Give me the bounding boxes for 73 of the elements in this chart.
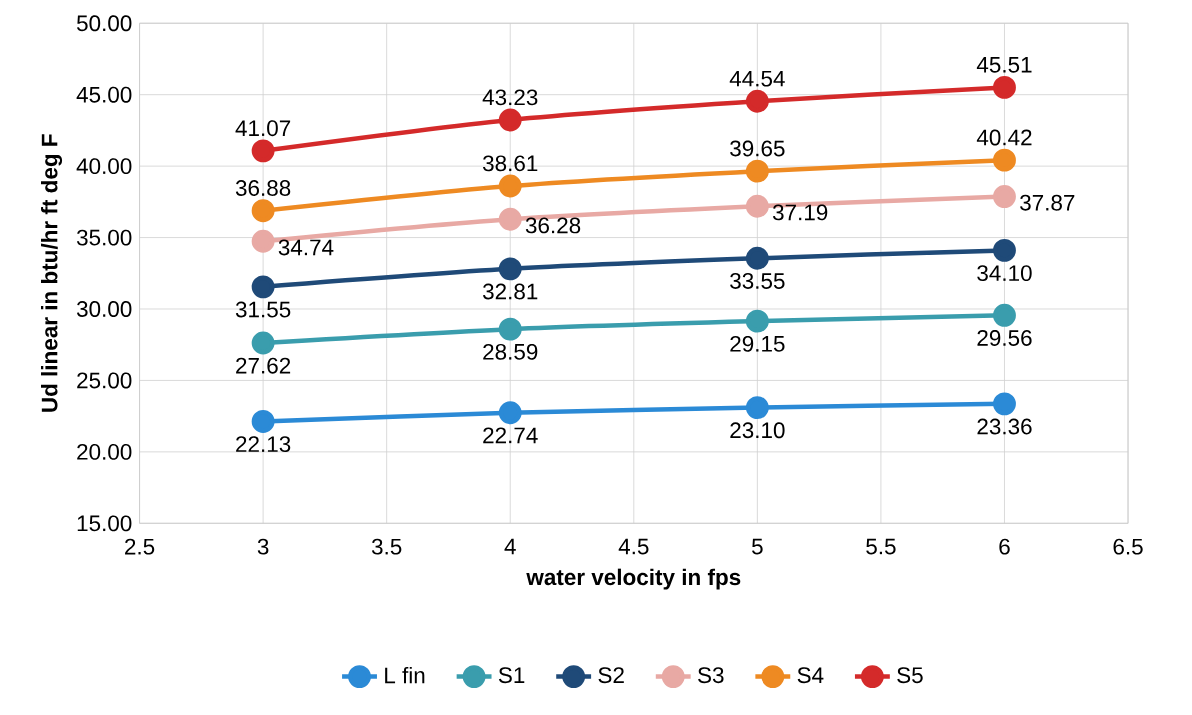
y-tick-label: 30.00: [76, 300, 132, 317]
data-label: 23.10: [730, 422, 785, 439]
data-label: 23.36: [977, 418, 1032, 435]
legend-label: S4: [797, 667, 824, 684]
data-label: 43.23: [482, 89, 538, 106]
data-label: 29.56: [977, 329, 1032, 346]
point: [993, 185, 1016, 208]
point: [745, 159, 769, 183]
point: [498, 108, 522, 132]
data-label: 37.87: [1020, 194, 1075, 211]
data-label: 45.51: [976, 56, 1032, 73]
point: [498, 257, 522, 281]
x-tick-label: 4.5: [618, 538, 649, 555]
x-tick-label: 6.5: [1113, 538, 1143, 555]
x-tick-label: 5: [752, 538, 763, 555]
point: [993, 75, 1016, 99]
y-tick-label: 40.00: [76, 158, 132, 174]
y-tick-label: 25.00: [77, 372, 132, 389]
point: [498, 207, 522, 231]
data-label: 27.62: [236, 357, 291, 374]
data-label: 31.55: [235, 301, 291, 318]
x-tick-label: 5.5: [866, 538, 896, 555]
data-label: 22.13: [236, 436, 291, 452]
data-label: 29.15: [730, 335, 785, 352]
point: [251, 331, 275, 355]
legend-label: L fin: [385, 666, 425, 684]
y-tick-label: 45.00: [76, 86, 132, 103]
data-label: 33.55: [730, 272, 785, 289]
point: [251, 409, 275, 433]
legend-label: S5: [897, 667, 923, 684]
data-label: 41.07: [235, 120, 291, 137]
data-label: 44.54: [729, 70, 785, 87]
point: [251, 275, 275, 299]
data-label: 22.74: [483, 427, 538, 444]
legend-label: S2: [598, 667, 624, 684]
data-label: 34.74: [278, 239, 334, 256]
legend-label: S1: [498, 667, 525, 684]
data-label: 37.19: [772, 204, 828, 221]
x-tick-label: 3.5: [371, 538, 402, 555]
data-label: 28.59: [483, 343, 538, 360]
x-tick-label: 6: [999, 538, 1010, 555]
x-axis-title: water velocity in fps: [526, 568, 741, 590]
y-axis-title: Ud linear in btu/hr ft deg F: [41, 134, 63, 412]
y-tick-label: 50.00: [76, 15, 132, 32]
data-label: 38.61: [482, 155, 538, 172]
point: [745, 309, 769, 333]
point: [745, 396, 769, 419]
point: [745, 89, 769, 113]
point: [251, 229, 275, 253]
point: [993, 148, 1016, 172]
point: [498, 174, 522, 198]
x-tick-label: 3: [257, 538, 269, 555]
data-label: 40.42: [976, 129, 1032, 146]
point: [251, 139, 275, 163]
x-tick-label: 2.5: [125, 538, 155, 555]
data-label: 36.88: [235, 180, 291, 196]
point: [993, 392, 1016, 416]
data-label: 32.81: [482, 283, 538, 300]
y-tick-label: 20.00: [77, 443, 132, 460]
point: [993, 238, 1016, 262]
y-tick-label: 15.00: [77, 515, 132, 532]
point: [498, 317, 522, 341]
point: [993, 303, 1016, 327]
x-tick-label: 4: [504, 538, 516, 555]
point: [745, 246, 769, 270]
y-tick-label: 35.00: [76, 229, 132, 246]
point: [251, 199, 275, 223]
legend-label: S3: [698, 667, 724, 684]
data-label: 36.28: [525, 217, 581, 234]
point: [498, 401, 522, 425]
data-label: 34.10: [977, 265, 1032, 281]
data-label: 39.65: [730, 140, 785, 157]
point: [745, 194, 769, 218]
